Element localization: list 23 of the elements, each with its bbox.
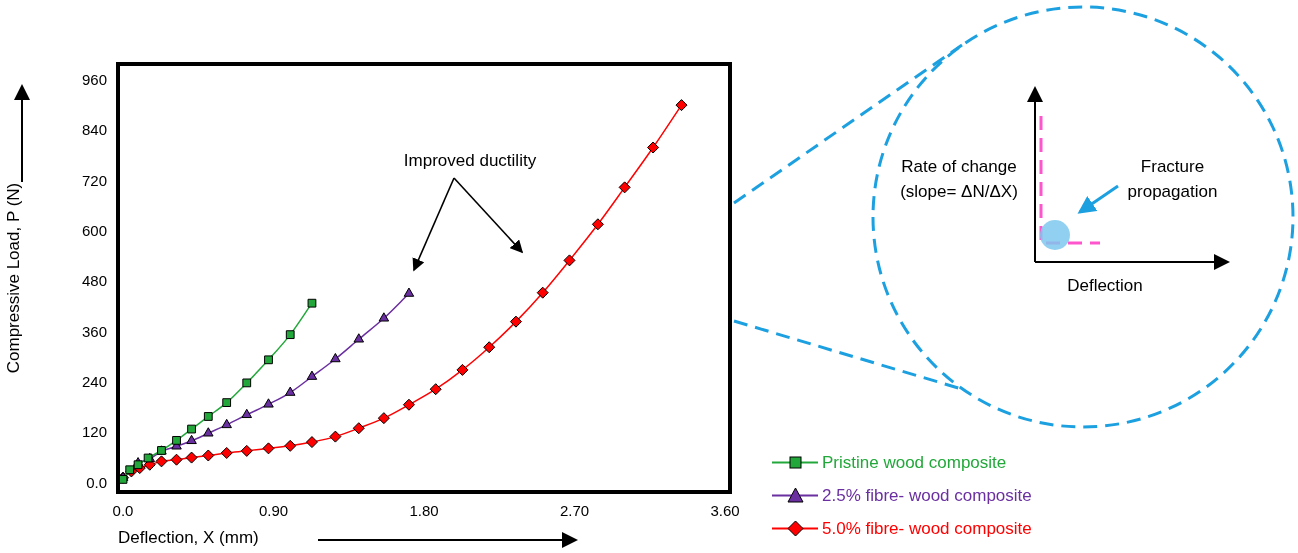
y-tick-label: 600 [81, 221, 107, 239]
annotation: Improved ductility [402, 150, 538, 172]
legend-label: Pristine wood composite [822, 452, 1007, 473]
x-tick-label: 3.60 [710, 502, 740, 520]
y-tick-label: 960 [81, 70, 107, 88]
x-tick-label: 0.90 [258, 502, 289, 520]
x-tick-label: 2.70 [559, 502, 590, 520]
y-tick-label: 840 [81, 121, 107, 139]
legend-label: 5.0% fibre- wood composite [822, 518, 1032, 539]
x-tick-label: 0.0 [112, 502, 134, 520]
y-tick-label: 720 [81, 171, 107, 189]
y-tick-label: 480 [81, 272, 107, 290]
y-tick-label: 240 [81, 373, 107, 391]
y-tick-label: 360 [81, 322, 107, 340]
y-tick-label: 0.0 [86, 473, 107, 491]
y-tick-label: 120 [81, 423, 107, 441]
text: Rate of change (slope= ΔN/ΔX) [899, 156, 1019, 203]
x-axis-title: Deflection, X (mm) [118, 528, 259, 548]
text: Fracture propagation [1126, 156, 1219, 203]
legend-label: 2.5% fibre- wood composite [822, 485, 1032, 506]
y-axis-title: Compressive Load, P (N) [3, 182, 23, 374]
x-tick-label: 1.80 [409, 502, 439, 520]
text: Deflection [1066, 275, 1144, 297]
